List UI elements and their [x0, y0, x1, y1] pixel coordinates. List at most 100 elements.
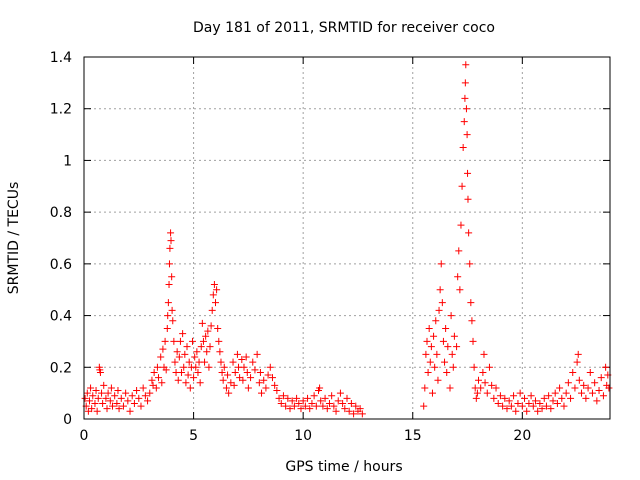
data-point: [139, 384, 147, 392]
data-point: [424, 368, 432, 376]
data-point: [316, 384, 324, 392]
chart-title: Day 181 of 2011, SRMTID for receiver coc…: [193, 20, 495, 36]
data-point: [171, 358, 179, 366]
data-point: [242, 353, 250, 361]
data-point: [461, 79, 469, 87]
data-point: [244, 384, 252, 392]
data-point: [492, 384, 500, 392]
data-point: [249, 358, 257, 366]
data-point: [99, 399, 107, 407]
data-point: [262, 384, 270, 392]
data-point: [91, 399, 99, 407]
data-point: [176, 337, 184, 345]
data-point: [208, 306, 216, 314]
data-point: [516, 389, 524, 397]
data-point: [494, 399, 502, 407]
data-point: [150, 368, 158, 376]
data-point: [165, 260, 173, 268]
data-point: [540, 394, 548, 402]
data-point: [462, 105, 470, 113]
x-tick-label: 5: [189, 428, 198, 444]
data-point: [463, 131, 471, 139]
data-point: [501, 394, 509, 402]
data-point: [521, 394, 529, 402]
data-point: [141, 392, 149, 400]
data-point: [297, 405, 305, 413]
data-point: [321, 394, 329, 402]
data-point: [185, 358, 193, 366]
data-point: [430, 332, 438, 340]
data-point: [264, 371, 272, 379]
data-point: [470, 363, 478, 371]
x-tick-label: 0: [80, 428, 89, 444]
data-point: [180, 363, 188, 371]
data-point: [238, 356, 246, 364]
data-point: [279, 392, 287, 400]
x-axis-label: GPS time / hours: [285, 459, 402, 475]
data-point: [443, 368, 451, 376]
data-point: [510, 392, 518, 400]
data-point: [217, 358, 225, 366]
data-point: [423, 337, 431, 345]
data-point: [534, 407, 542, 415]
data-point: [199, 337, 207, 345]
data-point: [89, 392, 97, 400]
data-point: [282, 402, 290, 410]
data-point: [586, 368, 594, 376]
data-point: [323, 405, 331, 413]
data-point: [505, 397, 513, 405]
data-point: [455, 247, 463, 255]
data-point: [233, 350, 241, 358]
data-point: [485, 363, 493, 371]
data-point: [191, 353, 199, 361]
data-point: [286, 405, 294, 413]
data-point: [174, 376, 182, 384]
data-point: [436, 286, 444, 294]
data-point: [503, 405, 511, 413]
data-point: [196, 379, 204, 387]
data-point: [496, 392, 504, 400]
data-point: [247, 374, 255, 382]
data-point: [100, 381, 108, 389]
data-point: [427, 343, 435, 351]
data-point: [85, 397, 93, 405]
data-point: [229, 358, 237, 366]
data-point: [336, 389, 344, 397]
data-point: [523, 407, 531, 415]
data-point: [258, 389, 266, 397]
data-point: [347, 399, 355, 407]
data-point: [441, 358, 449, 366]
data-point: [128, 392, 136, 400]
data-point: [514, 399, 522, 407]
data-point: [437, 260, 445, 268]
data-point: [168, 273, 176, 281]
data-point: [92, 387, 100, 395]
data-point: [477, 384, 485, 392]
data-point: [319, 402, 327, 410]
data-point: [106, 397, 114, 405]
tick-labels: 0 5 10 15 20 0 0.2 0.4 0.6 0.8 1 1.2 1.4: [50, 50, 532, 444]
data-point: [358, 410, 366, 418]
data-point: [277, 399, 285, 407]
data-point: [556, 384, 564, 392]
data-point: [310, 392, 318, 400]
data-point: [343, 394, 351, 402]
data-point: [188, 337, 196, 345]
data-point: [114, 387, 122, 395]
data-point: [103, 405, 111, 413]
data-point: [428, 389, 436, 397]
data-point: [178, 368, 186, 376]
data-point: [93, 407, 101, 415]
data-point: [464, 195, 472, 203]
data-point: [588, 389, 596, 397]
data-point: [243, 368, 251, 376]
data-point: [169, 317, 177, 325]
data-point: [148, 376, 156, 384]
data-point: [253, 350, 261, 358]
data-point: [518, 402, 526, 410]
data-point: [104, 389, 112, 397]
data-point: [536, 399, 544, 407]
data-point: [306, 405, 314, 413]
data-point: [268, 374, 276, 382]
data-point: [251, 366, 259, 374]
